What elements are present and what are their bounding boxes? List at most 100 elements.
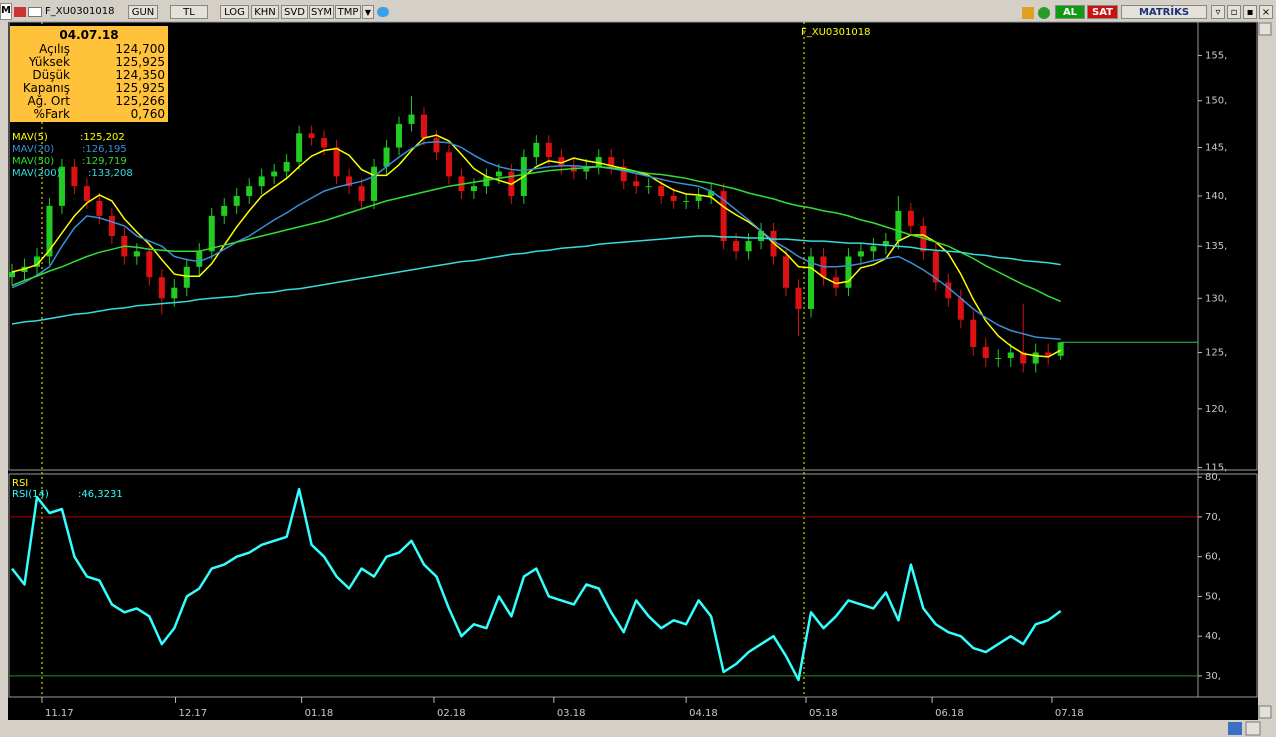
x-tick-label: 03.18 (557, 708, 586, 719)
info-date: 04.07.18 (59, 28, 119, 42)
candle-body (895, 210, 902, 242)
y-tick-label: 140, (1205, 191, 1227, 202)
candle-body (695, 195, 702, 201)
candle-body (495, 171, 502, 177)
info-value: 0,760 (130, 107, 165, 121)
info-row: Yüksek 125,925 (10, 56, 168, 69)
window-button[interactable]: ▿ (1211, 5, 1225, 19)
legend-entry: RSI(14) (12, 489, 49, 500)
refresh-icon[interactable] (1038, 7, 1050, 19)
candle-body (308, 133, 315, 139)
info-label: Açılış (39, 42, 70, 56)
toolbar-button[interactable]: LOG (220, 5, 249, 19)
rsi-line (11, 487, 1062, 682)
candle-body (957, 298, 964, 320)
candle-body (408, 114, 415, 124)
candle-body (208, 215, 215, 252)
candle-body (33, 256, 40, 267)
candle-body (9, 272, 15, 278)
info-row: %Fark 0,760 (10, 108, 168, 121)
y-tick-label: 70, (1205, 512, 1221, 523)
x-tick-label: 06.18 (935, 708, 964, 719)
chart-background (8, 22, 1258, 720)
dropdown-button[interactable]: ▼ (362, 5, 374, 19)
candle-body (358, 186, 365, 201)
scroll-button[interactable] (1258, 22, 1272, 36)
legend-entry: MAV(200) (12, 168, 61, 179)
candle-body (1045, 352, 1052, 356)
symbol: F_XU0301018 (45, 6, 115, 17)
y-tick-label: 50, (1205, 591, 1221, 602)
legend-value: :129,719 (82, 156, 127, 167)
candle-body (807, 256, 814, 309)
candle-body (533, 142, 540, 158)
legend-value: :125,202 (80, 132, 125, 143)
candle-body (870, 246, 877, 252)
info-label: Ağ. Ort (27, 94, 70, 108)
window-button[interactable]: ▪ (1243, 5, 1257, 19)
rsi-panel-frame (8, 473, 1258, 698)
flag-icon (14, 7, 26, 17)
info-row: Düşük 124,350 (10, 69, 168, 82)
candle-body (1020, 352, 1027, 364)
toolbar-button[interactable]: TMP (335, 5, 361, 19)
info-value: 125,266 (115, 94, 165, 108)
toolbar-button[interactable]: SVD (281, 5, 308, 19)
toolbar-button[interactable]: SYM (309, 5, 334, 19)
candle-body (483, 176, 490, 187)
refresh-icon[interactable] (1228, 722, 1242, 735)
candle-body (970, 319, 977, 347)
candle-body (982, 346, 989, 358)
window-button[interactable]: ▫ (1227, 5, 1241, 19)
candle-body (758, 230, 765, 242)
candle-body (83, 186, 90, 201)
x-tick-label: 05.18 (809, 708, 838, 719)
brand[interactable]: MATRİKS (1121, 5, 1207, 19)
buy-button[interactable]: AL (1055, 5, 1085, 19)
candle-body (433, 138, 440, 153)
scrollbar[interactable] (1258, 22, 1272, 720)
window-button[interactable]: × (1259, 5, 1273, 19)
price-panel-frame (8, 21, 1258, 471)
candle-body (907, 210, 914, 226)
sell-button[interactable]: SAT (1087, 5, 1118, 19)
info-label: Kapanış (22, 81, 70, 95)
info-value: 124,700 (115, 42, 165, 56)
toolbar-button[interactable]: KHN (251, 5, 279, 19)
candle-body (620, 166, 627, 182)
logo[interactable]: M (0, 3, 12, 20)
x-tick-label: 07.18 (1055, 708, 1084, 719)
y-tick-label: 120, (1205, 404, 1227, 415)
y-tick-label: 150, (1205, 96, 1227, 107)
candle-body (708, 191, 715, 196)
candle-body (1032, 352, 1039, 364)
y-tick-label: 135, (1205, 241, 1227, 252)
candle-body (658, 186, 665, 196)
candle-body (645, 186, 652, 188)
legend-value: :46,3231 (78, 489, 123, 500)
chart-icon[interactable] (28, 7, 42, 17)
cursor-label: F_XU0301018 (801, 27, 870, 38)
candle-body (670, 195, 677, 201)
scroll-button[interactable] (1258, 705, 1272, 719)
twitter-icon[interactable] (377, 7, 389, 17)
info-value: 124,350 (115, 68, 165, 82)
y-tick-label: 60, (1205, 552, 1221, 563)
candle-body (396, 123, 403, 148)
candle-body (583, 166, 590, 172)
toolbar-button[interactable]: GUN (128, 5, 158, 19)
tool-icon[interactable] (1022, 7, 1034, 19)
candle-body (633, 181, 640, 187)
candle-body (321, 138, 328, 148)
info-label: Yüksek (28, 55, 70, 69)
candle-body (58, 166, 65, 206)
settings-icon[interactable] (1245, 721, 1261, 736)
x-tick-label: 04.18 (689, 708, 718, 719)
candle-body (133, 251, 140, 257)
ma-line (11, 141, 1061, 341)
candle-body (96, 200, 103, 216)
candle-body (296, 133, 303, 162)
candle-body (832, 277, 839, 288)
toolbar-button[interactable]: TL (170, 5, 208, 19)
